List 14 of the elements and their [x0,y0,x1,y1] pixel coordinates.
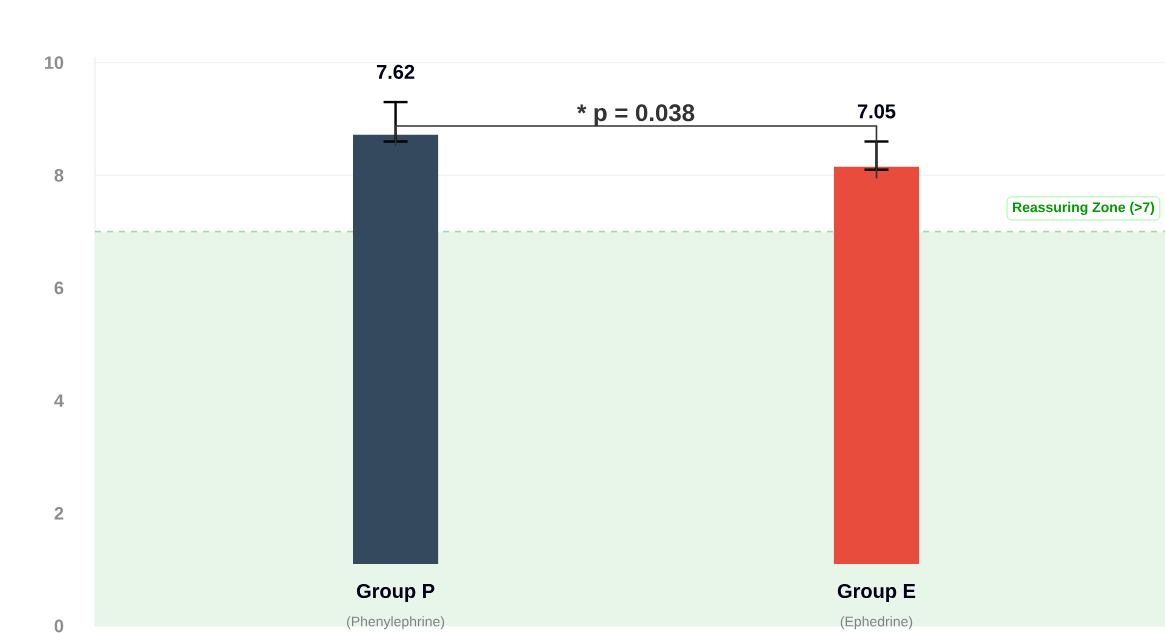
y-tick-label: 10 [45,56,64,70]
x-tick-label: Group E [837,583,916,603]
y-tick-label: 4 [54,394,64,407]
y-tick-label: 2 [54,507,64,520]
y-tick-label: 6 [54,281,64,295]
annotation: (Ephedrine) [840,616,913,630]
annotation: * p = 0.038 [577,104,695,126]
band-label: Reassuring Zone (>7) [1012,201,1155,215]
data-label: 7.62 [376,64,415,79]
x-tick-label: Group P [356,583,435,603]
annotation: (Phenylephrine) [347,616,445,630]
y-tick-label: 0 [54,619,64,633]
data-label: 7.05 [857,104,896,119]
y-tick-label: 8 [54,168,64,182]
